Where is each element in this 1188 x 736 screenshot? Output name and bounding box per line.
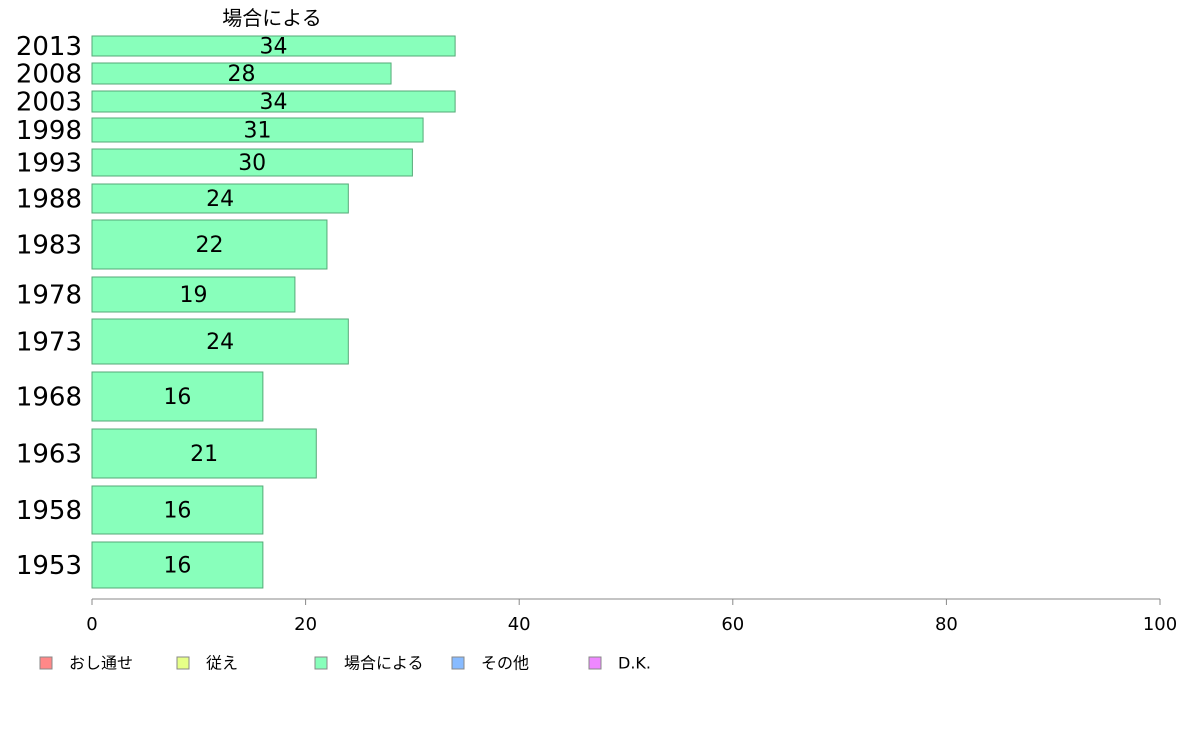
bar-value-label-1988: 24 (206, 187, 234, 212)
legend-label-0: おし通せ (69, 654, 133, 673)
category-label-1953: 1953 (16, 551, 82, 581)
bar-1973 (91, 318, 349, 365)
x-tick-label-100: 100 (1143, 614, 1177, 635)
legend-label-1: 従え (206, 654, 238, 673)
bar-1968 (91, 371, 264, 422)
bar-1988 (91, 183, 349, 214)
bar-value-label-2013: 34 (260, 35, 288, 60)
category-label-2008: 2008 (16, 60, 82, 90)
series-title: 場合による (222, 6, 321, 30)
category-label-1998: 1998 (16, 116, 82, 146)
bar-value-label-2008: 28 (228, 62, 256, 87)
bar-1998 (91, 117, 424, 143)
category-label-1993: 1993 (16, 149, 82, 179)
bar-1993 (91, 148, 413, 177)
legend-swatch-0 (39, 656, 53, 670)
category-label-1983: 1983 (16, 231, 82, 261)
legend-label-2: 場合による (344, 654, 424, 673)
bar-2003 (91, 90, 456, 113)
bar-value-label-1998: 31 (244, 119, 272, 144)
bar-2013 (91, 35, 456, 57)
legend-label-3: その他 (481, 654, 529, 673)
legend-swatch-2 (314, 656, 328, 670)
bar-1983 (91, 219, 328, 270)
bar-1963 (91, 428, 317, 479)
category-label-1958: 1958 (16, 496, 82, 526)
category-label-1973: 1973 (16, 328, 82, 358)
bar-value-label-1963: 21 (190, 442, 218, 467)
legend-swatch-3 (451, 656, 465, 670)
legend-swatch-4 (588, 656, 602, 670)
category-label-1988: 1988 (16, 185, 82, 215)
x-tick-label-0: 0 (86, 614, 97, 635)
x-axis: 0 20 40 60 80 100 (86, 598, 1177, 635)
bars-group: 34 2013 28 2008 34 2003 31 1998 30 1993 24 1988 22 19… (16, 32, 456, 589)
bar-1958 (91, 485, 264, 535)
bar-value-label-1953: 16 (163, 554, 191, 579)
x-tick-label-60: 60 (721, 614, 744, 635)
bar-1978 (91, 276, 296, 313)
x-tick-label-40: 40 (508, 614, 531, 635)
bar-value-label-2003: 34 (260, 90, 288, 115)
legend-label-4: D.K. (618, 654, 651, 673)
bar-2008 (91, 62, 392, 85)
bar-value-label-1983: 22 (195, 233, 223, 258)
category-label-2013: 2013 (16, 32, 82, 62)
category-label-1978: 1978 (16, 281, 82, 311)
category-label-1968: 1968 (16, 383, 82, 413)
legend: おし通せ 従え 場合による その他 D.K. (39, 654, 651, 673)
legend-swatch-1 (176, 656, 190, 670)
bar-value-label-1968: 16 (163, 385, 191, 410)
x-tick-label-80: 80 (935, 614, 958, 635)
bar-value-label-1993: 30 (238, 151, 266, 176)
bar-1953 (91, 541, 264, 589)
x-tick-label-20: 20 (294, 614, 317, 635)
category-label-2003: 2003 (16, 88, 82, 118)
bar-value-label-1958: 16 (163, 499, 191, 524)
bar-value-label-1978: 19 (179, 283, 207, 308)
bar-value-label-1973: 24 (206, 330, 234, 355)
category-label-1963: 1963 (16, 440, 82, 470)
